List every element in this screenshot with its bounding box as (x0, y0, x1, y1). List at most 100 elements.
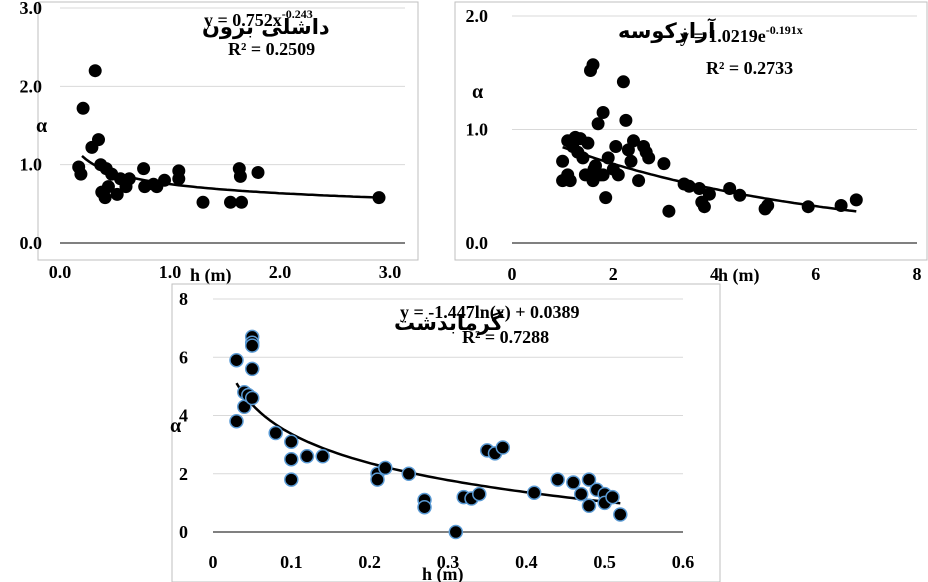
data-point (627, 134, 640, 148)
chart-frame (454, 1, 928, 261)
data-point (611, 168, 625, 182)
data-point (284, 434, 299, 449)
data-point (224, 195, 237, 209)
data-point (417, 499, 432, 515)
equation-exponent: -0.191x (766, 23, 803, 37)
trend-equation: y = -1.447ln(x) + 0.0389 (400, 302, 580, 323)
data-point (299, 449, 315, 464)
r-squared: R² = 0.2509 (228, 39, 315, 59)
data-point (609, 140, 623, 153)
x-tick-label: 0 (508, 264, 517, 284)
chart-dashli-boron: 0.0 1.0 2.0 3.0 0.0 1.0 2.0 3.0 α h (m) داشلی ب… (20, 0, 419, 286)
r-squared: R² = 0.2733 (706, 58, 793, 78)
data-point (619, 113, 633, 127)
data-point (563, 174, 577, 188)
data-point (591, 117, 605, 131)
data-point (692, 182, 706, 195)
data-point (849, 193, 863, 207)
y-tick-label: 2.0 (20, 76, 43, 96)
y-tick-label: 1.0 (20, 155, 43, 175)
y-tick-label: 1.0 (466, 120, 489, 140)
data-point (229, 414, 244, 429)
y-tick-label: 0 (179, 522, 188, 542)
data-point (74, 167, 88, 181)
y-axis-label: α (472, 81, 483, 103)
trend-equation: y = 0.752x-0.243 (204, 7, 313, 30)
data-point (495, 440, 511, 455)
x-tick-label: 0.5 (593, 552, 616, 572)
data-point (581, 472, 597, 487)
data-point (723, 182, 737, 195)
data-point (110, 187, 124, 201)
x-tick-label: 3.0 (379, 262, 402, 282)
x-tick-label: 1.0 (159, 262, 182, 282)
tick-labels: 0.0 1.0 2.0 3.0 0.0 1.0 2.0 3.0 (20, 0, 402, 282)
data-point (697, 200, 711, 214)
data-point (834, 199, 848, 212)
data-point (98, 191, 112, 205)
y-tick-label: 8 (179, 289, 188, 309)
data-point (657, 157, 671, 171)
data-points (556, 58, 863, 218)
data-point (158, 173, 171, 187)
data-point (632, 174, 646, 188)
equation-exponent: -0.243 (282, 7, 313, 21)
x-tick-label: 0.2 (358, 552, 381, 572)
data-point (251, 166, 265, 179)
trendline (235, 382, 621, 505)
data-point (76, 101, 90, 115)
data-point (244, 338, 260, 353)
data-point (616, 75, 630, 89)
data-point (372, 191, 386, 205)
data-point (284, 472, 299, 487)
data-point (370, 472, 385, 487)
y-tick-label: 0.0 (466, 233, 489, 253)
data-point (472, 486, 487, 502)
x-tick-label: 8 (913, 264, 922, 284)
y-tick-label: 2 (179, 464, 188, 484)
chart-frame (171, 283, 721, 582)
tick-labels: 0.0 1.0 2.0 0 2 4 6 8 (466, 6, 922, 284)
data-point (573, 486, 589, 502)
x-tick-label: 0.3 (437, 552, 460, 572)
chart-title: داشلی برون (202, 15, 330, 39)
chart-garmab-dasht: 0 2 4 6 8 0 0.1 0.2 0.3 0.4 0.5 0.6 α h (m) گرمابدش… (170, 283, 721, 582)
y-axis-label: α (36, 115, 47, 137)
x-axis-label: h (m) (190, 265, 232, 286)
data-point (550, 472, 565, 487)
x-tick-label: 2 (609, 264, 618, 284)
data-point (233, 169, 247, 183)
data-point (196, 195, 210, 209)
x-axis-label: h (m) (422, 564, 464, 582)
data-point (596, 168, 610, 182)
data-point (599, 191, 613, 205)
data-point (268, 425, 283, 441)
y-gridlines (512, 15, 917, 130)
tick-labels: 0 2 4 6 8 0 0.1 0.2 0.3 0.4 0.5 0.6 (179, 289, 694, 572)
data-point (624, 154, 638, 168)
data-point (378, 460, 393, 476)
data-point (235, 195, 248, 209)
data-point (702, 187, 716, 201)
x-tick-label: 0 (209, 552, 218, 572)
data-point (733, 188, 747, 202)
data-point (172, 172, 186, 186)
data-point (526, 485, 542, 500)
data-point (576, 151, 590, 165)
data-point (401, 466, 417, 482)
data-point (801, 200, 815, 214)
data-point (88, 64, 102, 78)
x-tick-label: 4 (710, 264, 719, 284)
data-point (448, 524, 464, 540)
data-point (137, 162, 151, 176)
chart-araz-koseh: 0.0 1.0 2.0 0 2 4 6 8 α h (m) آرازکوسه y = 1.02… (454, 1, 928, 286)
data-point (92, 133, 105, 147)
y-gridlines (60, 7, 405, 166)
data-point (605, 489, 620, 505)
x-axis-label: h (m) (718, 265, 760, 286)
data-point (315, 449, 330, 464)
data-point (581, 136, 595, 150)
equation-base: y = 1.0219e (680, 26, 766, 46)
trend-equation: y = 1.0219e-0.191x (680, 23, 803, 46)
